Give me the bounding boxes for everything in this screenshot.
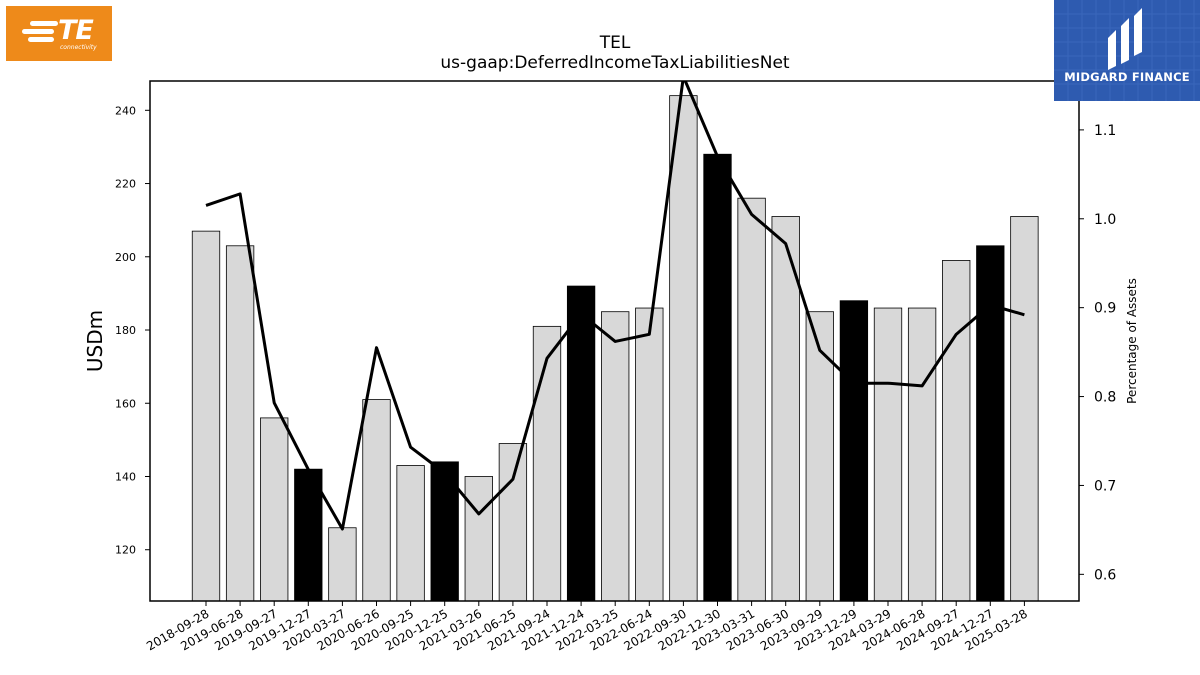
bar (977, 246, 1005, 601)
bar (226, 246, 254, 601)
y-tick-label: 120 (115, 544, 136, 557)
bar (874, 308, 902, 601)
y2-tick-label: 0.6 (1094, 567, 1116, 583)
bar (192, 231, 220, 601)
bar (942, 260, 970, 601)
y2-tick-label: 0.8 (1094, 390, 1116, 406)
te-logo-word: TE (58, 15, 93, 46)
y-tick-label: 200 (115, 251, 136, 264)
bar (397, 466, 425, 601)
y-tick-label: 220 (115, 178, 136, 191)
bar (704, 154, 732, 601)
y2-axis-label: Percentage of Assets (1125, 278, 1139, 404)
bar (738, 198, 766, 601)
y-tick-label: 240 (115, 104, 136, 117)
te-logo-sub: connectivity (60, 44, 97, 51)
chart-subtitle: us-gaap:DeferredIncomeTaxLiabilitiesNet (440, 53, 790, 73)
y-tick-label: 160 (115, 397, 136, 410)
te-connectivity-logo: TE connectivity (6, 6, 112, 61)
bar (636, 308, 664, 601)
bar (533, 326, 561, 601)
bar (260, 418, 288, 601)
y2-tick-label: 0.9 (1094, 301, 1116, 317)
y-axis-right: 0.6 0.7 0.8 0.9 1.0 1.1 (1079, 123, 1116, 583)
bar (499, 444, 527, 601)
bar (329, 528, 357, 601)
te-stripes-icon (18, 21, 60, 49)
midgard-finance-logo: MIDGARD FINANCE (1054, 0, 1200, 101)
x-axis: 2018-09-282019-06-282019-09-272019-12-27… (144, 601, 1030, 653)
bar (465, 476, 493, 601)
bar (840, 301, 868, 601)
bar (670, 96, 698, 601)
y2-tick-label: 0.7 (1094, 478, 1116, 494)
bar (567, 286, 595, 601)
midgard-logo-text: MIDGARD FINANCE (1054, 70, 1200, 84)
y-axis-left: 120 140 160 180 200 220 240 (115, 104, 150, 556)
y-axis-label: USDm (83, 310, 107, 372)
y-tick-label: 180 (115, 324, 136, 337)
midgard-mark-icon (1104, 8, 1150, 70)
y2-tick-label: 1.0 (1094, 212, 1116, 228)
bar (806, 312, 834, 601)
chart-title: TEL (599, 33, 631, 53)
bar (363, 400, 391, 601)
bar (601, 312, 629, 601)
bars (192, 96, 1038, 601)
y-tick-label: 140 (115, 470, 136, 483)
y2-tick-label: 1.1 (1094, 123, 1116, 139)
bar (908, 308, 936, 601)
bar (1011, 216, 1039, 601)
